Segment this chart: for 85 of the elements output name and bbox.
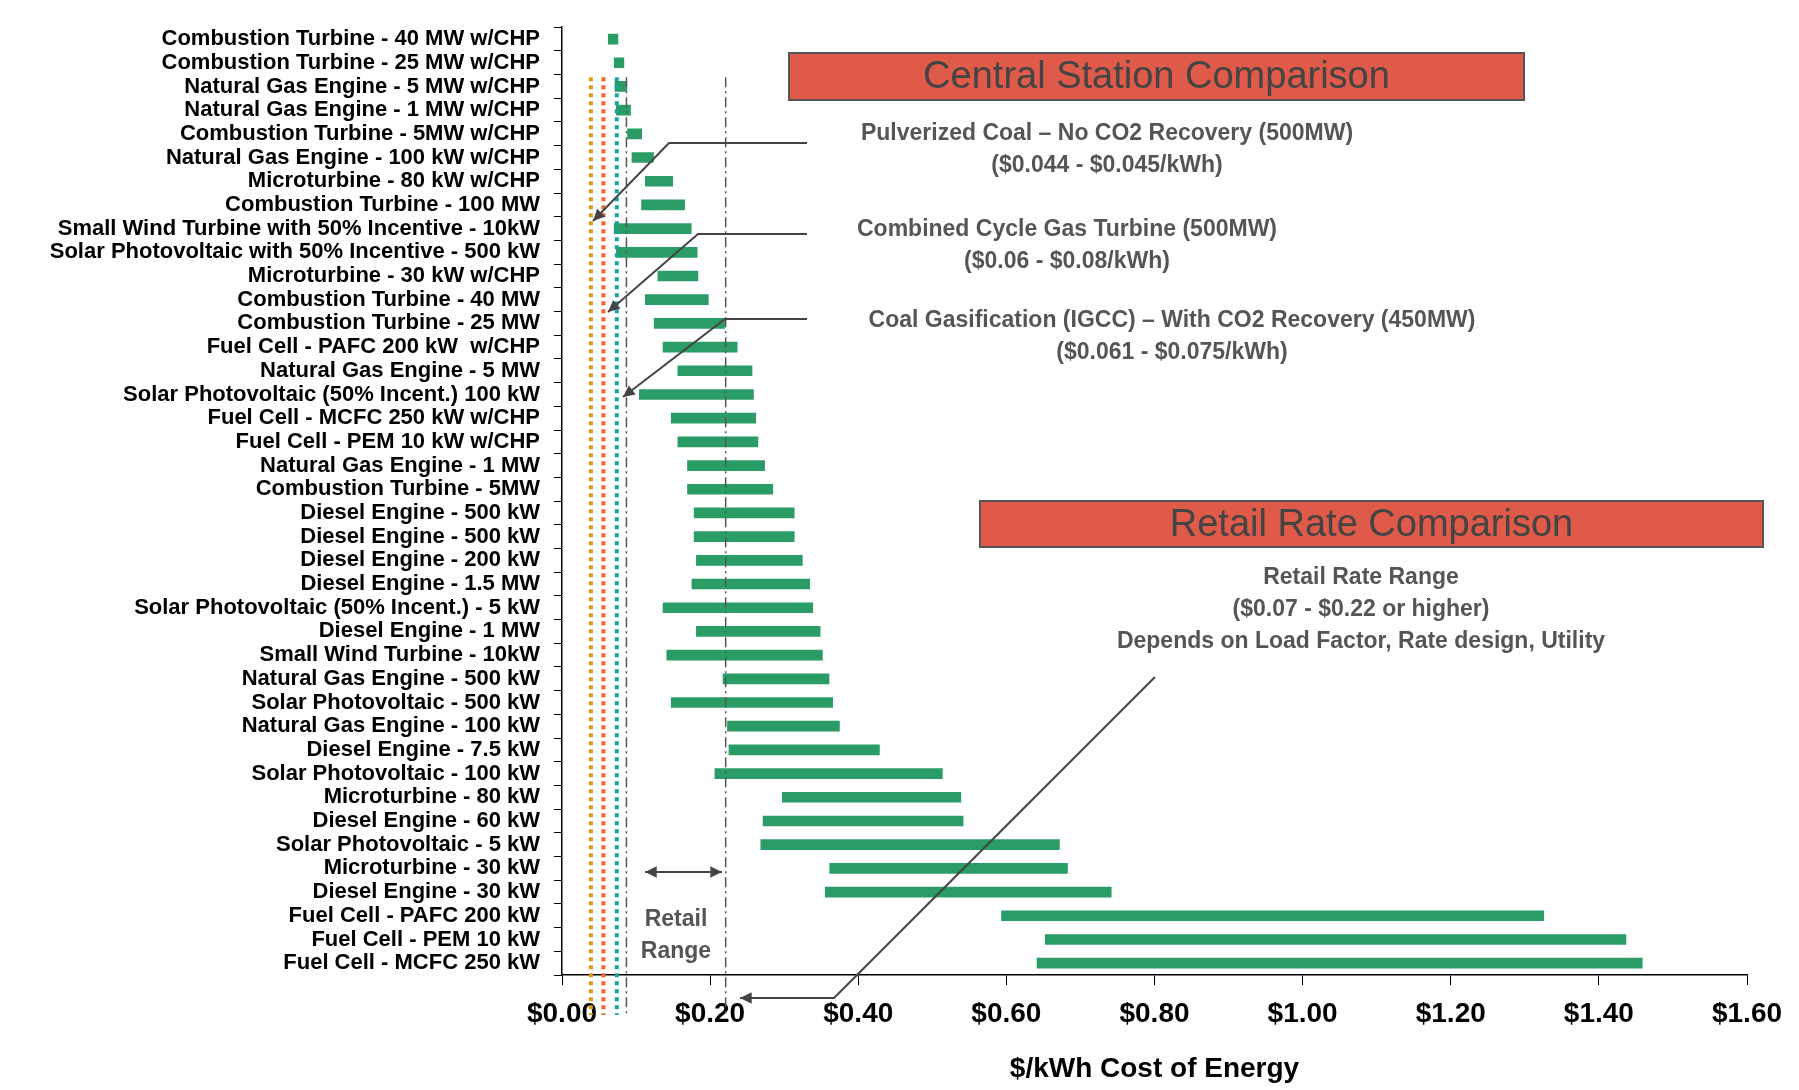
y-tick-label: Diesel Engine - 30 kW [312, 878, 541, 904]
annotation: Combined Cycle Gas Turbine (500MW) [856, 214, 1278, 242]
y-tick-label: Diesel Engine - 1.5 MW [300, 570, 541, 596]
bar [616, 246, 698, 258]
x-axis-title: $/kWh Cost of Energy [1009, 1051, 1300, 1083]
y-tick-label: Fuel Cell - PAFC 200 kW w/CHP [206, 333, 540, 359]
x-tick-label: $1.40 [1563, 996, 1634, 1028]
x-tick-label: $0.60 [971, 996, 1042, 1028]
bar [691, 578, 811, 590]
y-tick-label: Combustion Turbine - 40 MW [237, 285, 541, 311]
bar [662, 602, 814, 614]
annotation: Pulverized Coal – No CO2 Recovery (500MW) [860, 118, 1354, 146]
annotation: ($0.061 - $0.075/kWh) [1056, 337, 1288, 365]
bar [613, 57, 625, 69]
bar [670, 697, 834, 708]
bar [613, 223, 692, 234]
y-tick-label: Microturbine - 30 kW w/CHP [247, 262, 540, 288]
y-tick-label: Combustion Turbine - 40 MW w/CHP [161, 25, 540, 51]
annotation: ($0.044 - $0.045/kWh) [991, 150, 1223, 178]
bar [677, 365, 753, 377]
bar [639, 389, 754, 400]
bar [824, 886, 1112, 898]
banner: Central Station Comparison [788, 52, 1525, 101]
y-tick-label: Natural Gas Engine - 500 kW [241, 664, 541, 690]
annotation: Retail Rate Range [1263, 562, 1459, 590]
y-tick-label: Small Wind Turbine - 10kW [259, 641, 541, 667]
annotation: Coal Gasification (IGCC) – With CO2 Recovery (450MW) [868, 305, 1476, 333]
bar [714, 768, 943, 779]
y-tick-label: Diesel Engine - 60 kW [312, 807, 541, 833]
bar [627, 128, 642, 140]
bar [670, 412, 757, 424]
bar [666, 649, 823, 661]
bar [631, 152, 654, 163]
x-tick-label: $0.00 [526, 996, 598, 1028]
bar [696, 555, 803, 566]
annotation: ($0.07 - $0.22 or higher) [1232, 594, 1490, 622]
y-tick-label: Diesel Engine - 500 kW [300, 499, 541, 525]
bar [760, 839, 1060, 851]
x-tick-label: $0.80 [1119, 996, 1190, 1028]
x-tick-label: $0.40 [823, 996, 894, 1028]
y-tick-label: Natural Gas Engine - 1 MW [260, 451, 541, 477]
bar [1001, 910, 1545, 922]
bar [727, 720, 840, 732]
y-tick-label: Natural Gas Engine - 100 kW w/CHP [165, 143, 540, 169]
bar [762, 815, 964, 827]
banner: Retail Rate Comparison [979, 500, 1764, 548]
annotation: ($0.06 - $0.08/kWh) [964, 246, 1170, 274]
x-tick-label: $1.00 [1267, 996, 1338, 1028]
bar [722, 673, 830, 685]
y-tick-label: Microturbine - 30 kW [323, 854, 541, 880]
y-tick-label: Natural Gas Engine - 5 MW [260, 356, 541, 382]
y-tick-label: Combustion Turbine - 25 MW w/CHP [161, 48, 540, 74]
y-tick-label: Fuel Cell - PEM 10 kW [311, 925, 541, 951]
bar [641, 199, 685, 211]
bar [829, 863, 1068, 874]
x-tick-label: $1.60 [1711, 996, 1783, 1028]
bar [1044, 934, 1627, 945]
y-tick-label: Small Wind Turbine with 50% Incentive - 10kW [57, 214, 541, 240]
x-tick-label: $0.20 [675, 996, 746, 1028]
annotation: Range [640, 936, 712, 964]
bar [687, 483, 774, 495]
y-tick-label: Fuel Cell - PEM 10 kW w/CHP [235, 427, 540, 453]
bar [657, 270, 699, 282]
y-tick-label: Solar Photovoltaic with 50% Incentive - 500 kW [49, 238, 541, 264]
annotation: Retail [644, 904, 708, 932]
bar [653, 318, 725, 329]
y-tick-label: Fuel Cell - MCFC 250 kW [283, 949, 541, 975]
bar [693, 531, 795, 542]
y-tick-label: Microturbine - 80 kW [323, 783, 541, 809]
y-tick-label: Combustion Turbine - 100 MW [225, 190, 541, 216]
bar [687, 460, 765, 471]
y-tick-label: Natural Gas Engine - 100 kW [241, 712, 541, 738]
y-tick-label: Natural Gas Engine - 5 MW w/CHP [184, 72, 540, 98]
bar [644, 294, 709, 306]
y-tick-label: Combustion Turbine - 25 MW [237, 309, 541, 335]
annotation: Depends on Load Factor, Rate design, Utility [1116, 626, 1606, 654]
bar [644, 175, 674, 187]
bar [693, 507, 795, 519]
bar [781, 791, 962, 803]
x-tick-label: $1.20 [1415, 996, 1486, 1028]
bar [1036, 957, 1643, 969]
bar [728, 744, 880, 756]
bar [696, 626, 821, 637]
bar [677, 436, 759, 448]
bar [607, 33, 619, 45]
